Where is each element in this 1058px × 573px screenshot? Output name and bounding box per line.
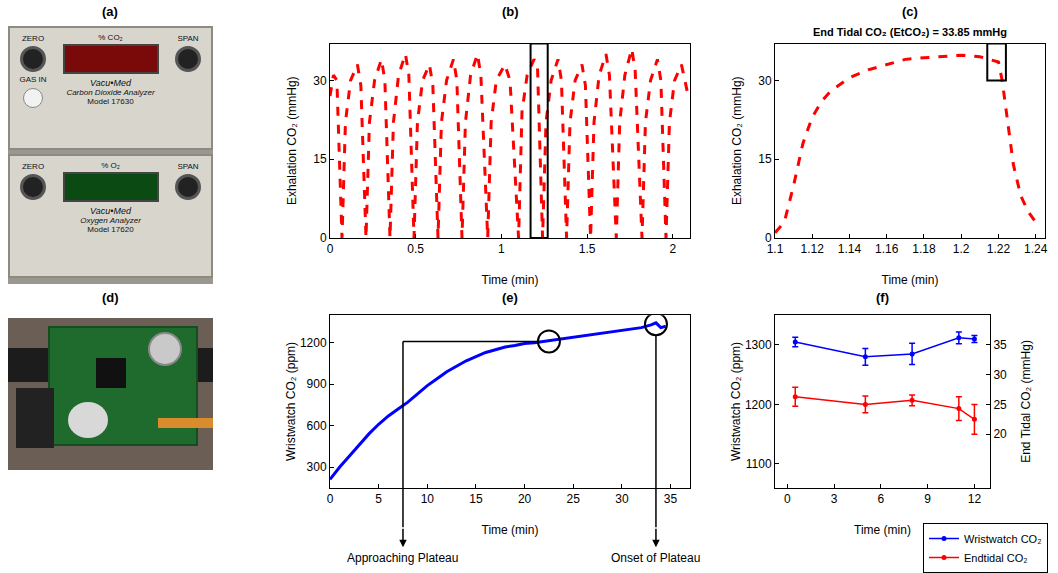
- svg-text:(d): (d): [102, 290, 119, 305]
- svg-text:15: 15: [313, 152, 327, 166]
- svg-text:End Tidal CO₂ (mmHg): End Tidal CO₂ (mmHg): [1019, 340, 1033, 463]
- svg-text:25: 25: [567, 492, 581, 506]
- svg-text:0: 0: [765, 231, 772, 245]
- html-text:SPAN: SPAN: [177, 162, 199, 171]
- svg-text:1: 1: [498, 242, 505, 256]
- html-text:Carbon Dioxide Analyzer: Carbon Dioxide Analyzer: [66, 88, 155, 97]
- svg-text:Wristwatch CO₂ (ppm): Wristwatch CO₂ (ppm): [284, 342, 298, 461]
- html-text:Vacu•Med: Vacu•Med: [90, 206, 131, 216]
- svg-text:1.24: 1.24: [1024, 242, 1048, 256]
- svg-text:1.5: 1.5: [579, 242, 596, 256]
- svg-text:End Tidal CO₂ (EtCO₂) = 33.85: End Tidal CO₂ (EtCO₂) = 33.85 mmHg: [813, 26, 1007, 38]
- svg-text:1.12: 1.12: [801, 242, 825, 256]
- svg-text:Time (min): Time (min): [854, 523, 911, 537]
- svg-text:20: 20: [518, 492, 532, 506]
- svg-text:1300: 1300: [745, 338, 772, 352]
- html-text:GAS IN: GAS IN: [19, 75, 47, 84]
- svg-text:15: 15: [469, 492, 483, 506]
- html-text:SPAN: SPAN: [177, 34, 199, 43]
- svg-text:600: 600: [307, 419, 327, 433]
- svg-text:35: 35: [664, 492, 678, 506]
- svg-text:30: 30: [758, 74, 772, 88]
- svg-text:1.2: 1.2: [953, 242, 970, 256]
- svg-text:Endtidal CO₂: Endtidal CO₂: [964, 552, 1028, 564]
- svg-text:5: 5: [375, 492, 382, 506]
- svg-text:6: 6: [878, 492, 885, 506]
- svg-text:1.16: 1.16: [875, 242, 899, 256]
- svg-text:15: 15: [758, 152, 772, 166]
- html-text:% O₂: % O₂: [101, 161, 120, 170]
- html-text:ZERO: ZERO: [21, 162, 45, 171]
- html-text:% CO₂: % CO₂: [98, 33, 123, 42]
- svg-text:Time (min): Time (min): [482, 273, 539, 287]
- svg-text:1200: 1200: [300, 336, 327, 350]
- svg-text:(b): (b): [502, 4, 519, 19]
- svg-text:2: 2: [670, 242, 677, 256]
- svg-text:30: 30: [615, 492, 629, 506]
- html-text:Oxygen Analyzer: Oxygen Analyzer: [80, 216, 141, 225]
- svg-text:Wristwatch CO₂ (ppm): Wristwatch CO₂ (ppm): [729, 342, 743, 461]
- html-text:Model 17630: Model 17630: [87, 97, 134, 106]
- svg-text:Time (min): Time (min): [882, 273, 939, 287]
- svg-text:300: 300: [307, 460, 327, 474]
- svg-text:(e): (e): [502, 290, 518, 305]
- svg-text:9: 9: [924, 492, 931, 506]
- svg-text:1.22: 1.22: [987, 242, 1011, 256]
- svg-text:3: 3: [831, 492, 838, 506]
- html-text:Model 17620: Model 17620: [87, 225, 134, 234]
- svg-text:0: 0: [327, 492, 334, 506]
- svg-text:1.18: 1.18: [912, 242, 936, 256]
- svg-text:0: 0: [320, 231, 327, 245]
- svg-text:Wristwatch CO₂: Wristwatch CO₂: [964, 533, 1041, 545]
- svg-text:1.1: 1.1: [767, 242, 784, 256]
- svg-text:1100: 1100: [746, 457, 772, 471]
- svg-text:30: 30: [313, 74, 327, 88]
- svg-text:Onset of Plateau: Onset of Plateau: [611, 551, 700, 565]
- svg-text:12: 12: [968, 492, 982, 506]
- svg-text:Approaching Plateau: Approaching Plateau: [347, 551, 458, 565]
- html-text:Vacu•Med: Vacu•Med: [90, 78, 131, 88]
- svg-text:20: 20: [993, 427, 1007, 441]
- svg-text:(f): (f): [876, 290, 889, 305]
- svg-text:900: 900: [307, 377, 327, 391]
- svg-text:1200: 1200: [745, 398, 772, 412]
- svg-text:25: 25: [993, 398, 1007, 412]
- svg-text:(c): (c): [902, 4, 918, 19]
- html-text:ZERO: ZERO: [21, 34, 45, 43]
- svg-text:0.5: 0.5: [407, 242, 424, 256]
- svg-text:0: 0: [784, 492, 791, 506]
- svg-text:1.14: 1.14: [838, 242, 862, 256]
- svg-text:0: 0: [327, 242, 334, 256]
- svg-text:(a): (a): [102, 4, 118, 19]
- svg-text:Exhalation CO₂ (mmHg): Exhalation CO₂ (mmHg): [285, 76, 299, 205]
- svg-text:35: 35: [993, 338, 1007, 352]
- svg-text:Time (min): Time (min): [482, 523, 539, 537]
- svg-text:Exhalation CO₂ (mmHg): Exhalation CO₂ (mmHg): [730, 76, 744, 205]
- svg-text:10: 10: [421, 492, 435, 506]
- svg-text:30: 30: [993, 368, 1007, 382]
